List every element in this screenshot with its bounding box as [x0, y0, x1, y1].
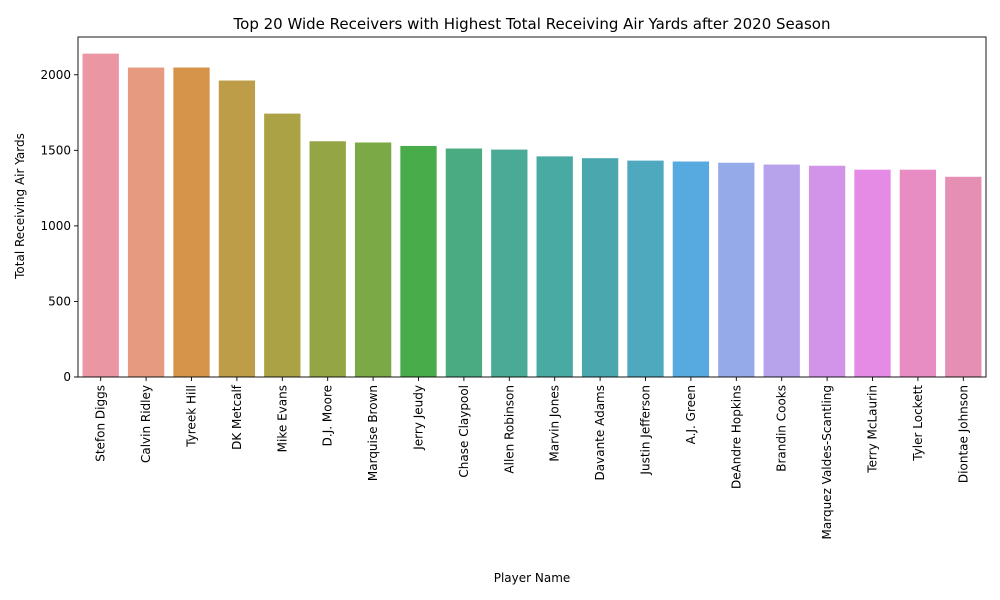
x-tick-label: A.J. Green [684, 385, 698, 444]
bar [400, 145, 437, 377]
bar [945, 176, 982, 377]
x-tick-label: Chase Claypool [457, 385, 471, 478]
x-axis: Stefon Diggs Calvin Ridley Tyreek Hill DK M… [94, 377, 970, 539]
x-tick-label: D.J. Moore [321, 385, 335, 446]
bar [218, 80, 256, 378]
bar [808, 165, 846, 377]
x-tick-label: Tyler Lockett [911, 385, 925, 462]
x-tick-label: Marquise Brown [366, 385, 380, 481]
x-tick-label: Mike Evans [275, 385, 289, 452]
bar [899, 169, 937, 377]
x-tick-label: Stefon Diggs [94, 385, 108, 462]
x-tick-label: Terry McLaurin [866, 385, 880, 474]
bar [354, 142, 392, 377]
bar [627, 160, 664, 377]
x-tick-label: Marquez Valdes-Scantling [820, 385, 834, 539]
y-tick-label: 1000 [40, 219, 71, 233]
bar [763, 164, 800, 377]
bar [173, 67, 210, 377]
y-tick-label: 0 [63, 370, 71, 384]
bar [127, 67, 165, 377]
bar [581, 158, 619, 377]
y-axis-title: Total Receiving Air Yards [13, 133, 27, 280]
bar [445, 148, 483, 377]
x-tick-label: Brandin Cooks [775, 385, 789, 472]
x-tick-label: Allen Robinson [502, 385, 516, 474]
bar [854, 169, 891, 377]
bar [264, 113, 301, 377]
chart-title: Top 20 Wide Receivers with Highest Total… [233, 15, 831, 33]
x-tick-label: Justin Jefferson [639, 385, 653, 476]
bar [491, 149, 528, 377]
bar [309, 141, 346, 377]
x-tick-label: Davante Adams [593, 385, 607, 480]
y-tick-label: 500 [48, 294, 71, 308]
x-tick-label: Calvin Ridley [139, 385, 153, 463]
y-tick-label: 1500 [40, 143, 71, 157]
x-tick-label: DK Metcalf [230, 384, 244, 450]
plot-frame [77, 36, 987, 378]
x-tick-label: Marvin Jones [548, 385, 562, 462]
x-tick-label: DeAndre Hopkins [729, 385, 743, 489]
bars-group [82, 53, 982, 378]
x-axis-title: Player Name [494, 571, 571, 585]
bar [718, 162, 755, 377]
x-tick-label: Jerry Jeudy [412, 385, 426, 451]
bar [672, 161, 710, 377]
x-tick-label: Tyreek Hill [185, 385, 199, 448]
bar [536, 156, 573, 377]
y-tick-label: 2000 [40, 68, 71, 82]
y-axis: 0 500 1000 1500 2000 [40, 68, 78, 384]
x-tick-label: Diontae Johnson [956, 385, 970, 483]
bar [82, 53, 119, 377]
